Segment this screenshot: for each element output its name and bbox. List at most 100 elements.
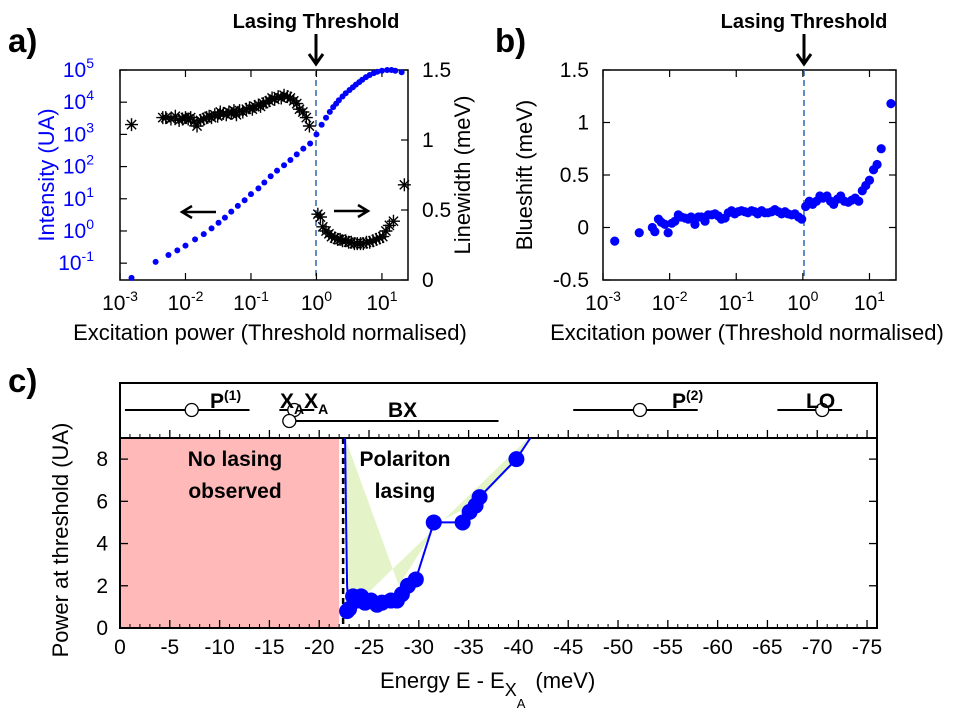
panel-a-intensity-point [287,157,294,164]
panel-a-intensity-point [313,131,320,138]
panel-a-linewidth-point [271,90,285,104]
panel-a-linewidth-point [190,119,204,133]
panel-c-y-tick-label: 2 [96,575,108,598]
panel-a-linewidth-series [125,88,411,251]
panel-c-y-tick-label: 0 [96,617,108,640]
panel-a-intensity-point [335,97,342,104]
panel-c-x-tick-label: -15 [254,636,284,659]
panel-a-intensity-point [374,68,381,75]
panel-c-ref-label-x: XAXA [280,390,328,417]
panel-a-intensity-point [318,121,325,128]
panel-b-y-tick-label: 1 [577,112,589,135]
panel-a-intensity-point [241,197,248,204]
panel-c-label: c) [8,362,37,399]
panel-c-ref-label-p: P(1) [210,387,241,413]
panel-a-y-left-tick-label: 101 [63,184,94,211]
panel-a-y-left-label: Intensity (UA) [34,108,59,241]
panel-a-y-right-tick-label: 0.5 [422,199,451,222]
panel-a-intensity-point [128,274,135,281]
panel-a-linewidth-point [397,178,411,192]
panel-a-intensity-point [326,108,333,115]
panel-b-y-tick-label: 0.5 [560,164,589,187]
panel-c-x-tick-label: -30 [404,636,434,659]
panel-c-x-tick-label: -10 [204,636,234,659]
panel-c-x-tick-label: -5 [160,636,179,659]
panel-b-blueshift-point [660,219,670,229]
panel-a-linewidth-point [313,210,327,224]
panel-a-intensity-point [378,67,385,74]
panel-c-ref-marker-bx [282,413,297,429]
panel-b-y-axis-label: Blueshift (meV) [512,100,537,250]
panel-a-y-left-ticks: 10-1 100 101 102 103 104 105 [58,55,127,275]
panel-a-intensity-point [221,214,228,221]
panel-a-intensity-point [200,231,207,238]
panel-c-x-tick-label: 0 [114,636,126,659]
panel-a-intensity-point [274,167,281,174]
panel-a-y-left-tick-label: 100 [63,216,94,243]
panel-b-blueshift-point [610,236,620,246]
panel-c-x-tick-label: -20 [304,636,334,659]
panel-b-x-axis-label: Excitation power (Threshold normalised) [550,320,944,345]
panel-c-regions [120,438,529,628]
panel-a-intensity-series [128,67,405,281]
panel-c-x-axis-label-sub: X [505,680,517,700]
panel-a-linewidth-point [159,111,173,125]
panel-b-blueshift-point [797,214,807,224]
panel-a-x-tick-label: 100 [301,288,332,315]
panel-a-intensity-point [398,69,405,76]
panel-c-x-ticks: 0 -5 -10 -15 -20 -25 -30 -35 -40 -45 -50 -55 -60 -65-… [114,430,882,659]
panel-b-blueshift-series [610,99,896,246]
panel-b-threshold-label: Lasing Threshold [721,11,888,33]
panel-a-linewidth-point [194,113,208,127]
panel-c-x-tick-label: -35 [453,636,483,659]
panel-c-polariton-label-line1: Polariton [359,448,450,471]
panel-a-y-right-tick-label: 1.5 [422,59,451,82]
panel-a-linewidth-point [344,235,358,249]
panel-b-label: b) [495,22,526,59]
panel-b-blueshift-point [686,212,696,222]
panel-c-x-axis-label-main: Energy E - E [380,668,505,693]
panel-a-linewidth-point [339,234,353,248]
panel-c-y-axis-label: Power at threshold (UA) [48,423,73,658]
panel-c-x-axis-label-subsub: A [517,696,526,711]
panel-c-threshold-point [407,571,424,588]
panel-b-blueshift-point [650,227,660,237]
panel-a-threshold-label: Lasing Threshold [233,11,400,33]
panel-a-y-right-ticks: 0 0.5 1 1.5 [401,59,451,292]
panel-a-linewidth-point [125,118,139,132]
panel-c-y-ticks: 0 2 4 6 8 [96,448,877,640]
panel-a-intensity-point [281,162,288,169]
panel-c-x-tick-label: -60 [702,636,732,659]
panel-c-x-tick-label: -75 [852,636,882,659]
panel-c-ref-label-lo: LO [806,390,835,413]
panel-a-x-tick-label: 10-1 [233,288,269,315]
panel-c-x-tick-label: -55 [653,636,683,659]
panel-a-intensity-point [307,140,314,147]
panel-a-linewidth-point [369,232,383,246]
panel-b: b) Lasing Threshold 10-3 10-2 10-1 100 101 -… [495,11,944,345]
panel-a-intensity-point [323,114,330,121]
panel-b-y-tick-label: 1.5 [560,59,589,82]
panel-b-x-tick-label: 100 [787,288,818,315]
panel-c-y-tick-label: 8 [96,448,108,471]
panel-b-blueshift-point [854,196,864,206]
panel-a-linewidth-point [256,97,270,111]
panel-a-linewidth-point [325,230,339,244]
panel-b-x-tick-label: 10-1 [718,288,754,315]
panel-a-linewidth-point [233,104,247,118]
panel-b-y-ticks: -0.5 0 0.5 1 1.5 [553,59,896,292]
panel-a-linewidth-point [208,108,222,122]
panel-a-linewidth-point [373,231,387,245]
panel-c-polariton-region [345,438,529,612]
panel-c-no-lasing-region [120,438,340,628]
panel-a-linewidth-point [197,112,211,126]
panel-b-threshold-arrow [795,34,813,67]
panel-a-intensity-point [174,247,181,254]
panel-a-threshold-arrow [307,34,325,67]
panel-a-linewidth-point [379,224,393,238]
panel-a-linewidth-point [363,235,377,249]
panel-a-y-left-tick-label: 104 [63,87,94,114]
panel-b-axes-frame [602,69,897,281]
panel-a-label: a) [8,22,37,59]
panel-c-threshold-series [339,437,532,620]
